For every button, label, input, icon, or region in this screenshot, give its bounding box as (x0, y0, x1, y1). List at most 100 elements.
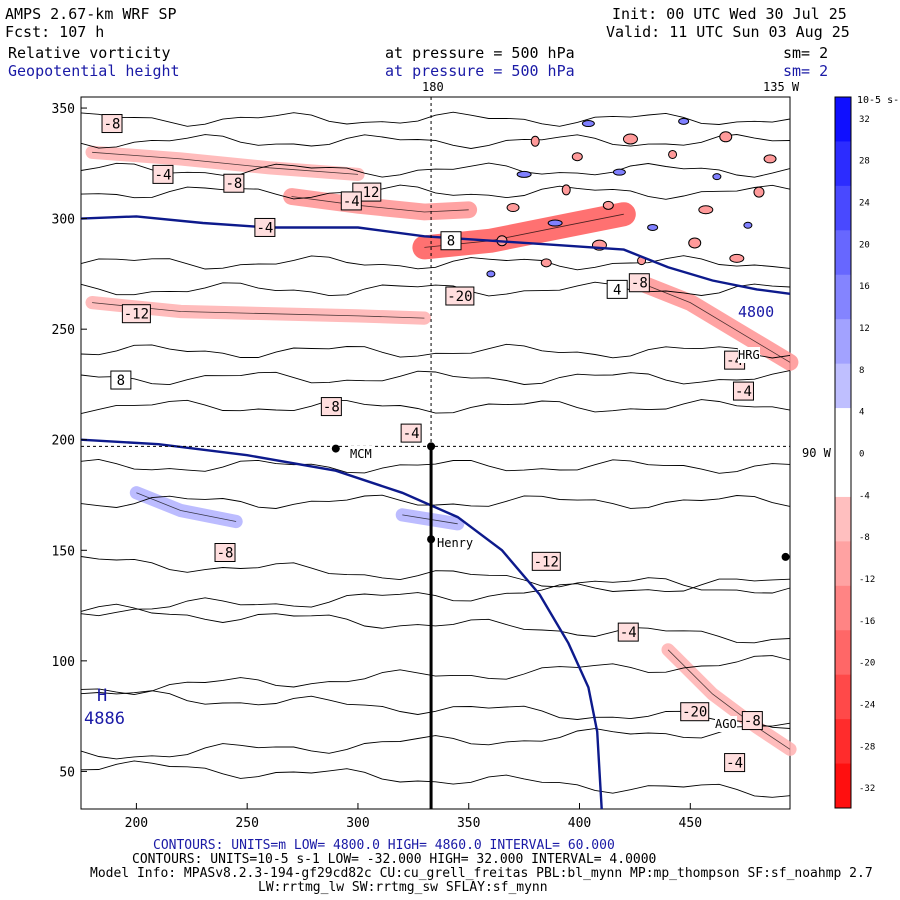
contour-label-box-16: -8 (214, 543, 236, 563)
colorbar-tick-11: -12 (859, 575, 875, 585)
contour-label-bg-1 (152, 164, 174, 184)
contour-label-box-0: -8 (101, 114, 123, 134)
contour-label-bg-5 (445, 286, 475, 306)
contour-label-text-6: -8 (631, 276, 648, 292)
contour-label-box-1: -4 (152, 164, 174, 184)
field1-smoothing: sm= 2 (783, 44, 829, 62)
vorticity-contour-0 (80, 111, 791, 127)
contour-label-text-8: -12 (124, 307, 149, 323)
y-tick-label-350: 350 (52, 102, 75, 117)
field1-name: Relative vorticity (8, 44, 171, 62)
field2-smoothing: sm= 2 (783, 62, 829, 80)
vorticity-band-edge-4 (92, 151, 359, 175)
colorbar-tick-13: -20 (859, 659, 875, 669)
contour-label-bg-2 (223, 173, 245, 193)
height-contour-4800 (80, 215, 791, 295)
vorticity-contour-4 (80, 255, 791, 271)
vorticity-cell-3 (547, 219, 563, 227)
colorbar-segment-9 (835, 496, 851, 542)
high-marker: H (97, 686, 108, 706)
colorbar-tick-16: -32 (859, 784, 875, 794)
height-contour-label: 4800 (738, 303, 775, 321)
contour-label-text-16: -8 (217, 546, 234, 562)
station-hrg: HRG (738, 347, 760, 363)
forecast-hour: Fcst: 107 h (5, 23, 105, 41)
colorbar-segment-12 (835, 630, 851, 676)
contour-label-text-19: -20 (682, 705, 707, 721)
contour-label-text-17: -12 (534, 554, 559, 570)
contour-label-text-15: -4 (403, 426, 420, 442)
y-tick-label-200: 200 (52, 434, 75, 449)
vorticity-cell-4 (668, 149, 678, 159)
vorticity-cell-11 (622, 133, 638, 145)
vorticity-cell-6 (612, 168, 626, 176)
contour-label-box-13: 8 (110, 370, 132, 390)
field1-level: at pressure = 500 hPa (385, 44, 575, 62)
colorbar-tick-14: -24 (859, 700, 875, 710)
contour-label-bg-13 (110, 370, 132, 390)
colorbar-segment-7 (835, 408, 851, 453)
contour-label-bg-16 (214, 543, 236, 563)
vorticity-cell-10 (506, 203, 520, 213)
colorbar-segment-11 (835, 585, 851, 631)
contour-label-text-4: -4 (256, 220, 273, 236)
x-tick-label-450: 450 (679, 816, 702, 831)
colorbar-tick-10: -8 (859, 533, 870, 543)
contour-label-box-19: -20 (680, 702, 710, 722)
contour-label-text-13: 8 (117, 373, 125, 389)
contour-label-bg-20 (741, 711, 763, 731)
height-contour-4860 (80, 438, 603, 810)
y-tick-label-300: 300 (52, 213, 75, 228)
vorticity-cell-24 (712, 173, 722, 181)
colorbar-tick-5: 12 (859, 324, 870, 334)
contour-label-box-17: -12 (531, 551, 561, 571)
vorticity-contour-12 (80, 578, 791, 617)
colorbar-segment-10 (835, 541, 851, 587)
y-tick-label-250: 250 (52, 323, 75, 338)
vorticity-band-edge-2 (645, 284, 791, 363)
vorticity-contour-1 (80, 134, 791, 149)
vorticity-contour-8 (80, 399, 791, 415)
contour-label-text-20: -8 (744, 714, 761, 730)
contour-label-text-14: -8 (323, 400, 340, 416)
vorticity-cell-17 (753, 186, 765, 198)
contour-label-box-18: -4 (617, 622, 639, 642)
colorbar-tick-1: 28 (859, 157, 870, 167)
colorbar-tick-12: -16 (859, 617, 875, 627)
vorticity-cell-21 (647, 223, 659, 231)
vorticity-contour-2 (80, 162, 791, 178)
contour-label-box-11: 4 (606, 279, 628, 299)
colorbar-segment-5 (835, 319, 851, 365)
colorbar-segment-2 (835, 185, 851, 231)
colorbar-segment-14 (835, 719, 851, 765)
vorticity-cell-22 (763, 154, 777, 164)
x-tick-label-250: 250 (235, 816, 258, 831)
vorticity-cell-20 (530, 135, 540, 147)
contour-label-box-20: -8 (741, 711, 763, 731)
vorticity-contour-3 (80, 184, 791, 200)
contour-label-bg-12 (732, 381, 754, 401)
station-dot-mcm (331, 444, 340, 453)
high-value: 4886 (84, 709, 125, 729)
contour-label-bg-17 (531, 551, 561, 571)
vorticity-band-edge-0 (291, 196, 469, 213)
colorbar-segment-1 (835, 141, 851, 187)
contour-label-bg-10 (440, 231, 462, 251)
vorticity-cell-1 (602, 200, 614, 210)
contour-label-bg-4 (254, 217, 276, 237)
colorbar-tick-6: 8 (859, 366, 864, 376)
vorticity-contour-13 (80, 603, 791, 644)
contour-label-text-18: -4 (620, 625, 637, 641)
vorticity-cell-7 (729, 253, 745, 263)
colorbar-segment-13 (835, 674, 851, 720)
vorticity-cell-0 (486, 270, 496, 278)
colorbar-tick-15: -28 (859, 742, 875, 752)
contour-label-box-15: -4 (400, 423, 422, 443)
contour-label-box-9: -4 (340, 191, 362, 211)
contour-label-text-11: 4 (613, 282, 621, 298)
station-henry: Henry (437, 535, 474, 551)
contour-label-box-2: -8 (223, 173, 245, 193)
vorticity-cell-12 (743, 221, 753, 229)
station-ago: AGO (715, 716, 737, 732)
